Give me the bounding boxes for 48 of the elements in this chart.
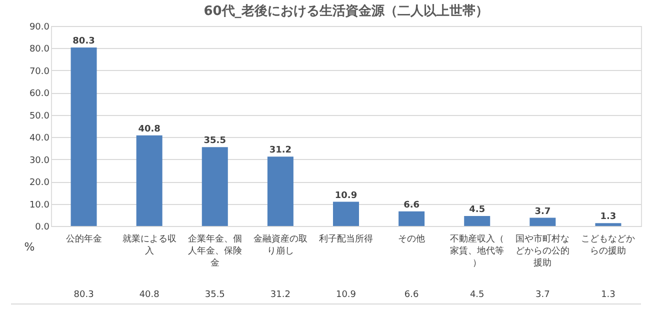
- bar: [398, 211, 425, 226]
- text: 40.8: [138, 124, 160, 134]
- x-tick-label: 金融資産の取り崩し: [253, 234, 308, 256]
- x-tick-label: 国や市町村などからの公的援助: [516, 234, 570, 268]
- x-tick-label: 公的年金: [66, 234, 102, 244]
- x-tick-label: こどもなどからの援助: [581, 234, 636, 256]
- data-label: 3.7: [536, 290, 550, 300]
- bar: [202, 147, 228, 226]
- x-tick-label: 不動産収入（家賃、地代等）: [450, 234, 504, 268]
- y-tick-label: 70.0: [29, 66, 50, 77]
- y-tick-label: 90.0: [29, 22, 50, 32]
- bar: [595, 223, 622, 226]
- chart-title: 60代_老後における生活資金源（二人以上世帯）: [204, 3, 488, 19]
- data-label: 6.6: [404, 290, 419, 300]
- data-label: 40.8: [139, 290, 160, 300]
- text: 1.3: [600, 212, 616, 222]
- text: 35.5: [204, 136, 226, 146]
- bar: [464, 216, 490, 226]
- x-tick-label: その他: [398, 234, 426, 244]
- y-tick-label: 20.0: [29, 178, 50, 188]
- text: 4.5: [469, 205, 486, 215]
- y-tick-label: 50.0: [29, 111, 50, 122]
- text: 80.3: [72, 36, 95, 47]
- y-tick-label: 10.0: [29, 200, 50, 210]
- text: 31.2: [269, 146, 292, 156]
- x-tick-label: 利子配当所得: [319, 234, 373, 244]
- bar: [333, 202, 359, 226]
- data-label: 1.3: [601, 290, 616, 300]
- text: 10.9: [334, 190, 358, 201]
- data-label: 31.2: [270, 290, 290, 300]
- text: 3.7: [534, 206, 551, 217]
- x-tick-label: 企業年金、個人年金、保険金: [188, 234, 242, 268]
- data-label: 80.3: [74, 290, 94, 300]
- bar: [136, 135, 162, 226]
- y-tick-label: 40.0: [29, 134, 50, 144]
- data-label: 4.5: [470, 290, 484, 300]
- y-axis-title: %: [24, 240, 35, 254]
- y-tick-label: 30.0: [29, 156, 50, 166]
- y-tick-label: 80.0: [29, 44, 50, 55]
- y-tick-label: 0.0: [35, 222, 50, 232]
- data-label: 10.9: [336, 290, 356, 300]
- bar: [530, 218, 556, 226]
- y-tick-label: 60.0: [29, 89, 50, 100]
- bar: [70, 48, 97, 226]
- x-tick-label: 就業による収入: [122, 234, 176, 256]
- data-label: 35.5: [204, 290, 225, 300]
- text: 6.6: [404, 200, 420, 210]
- bar: [267, 156, 294, 226]
